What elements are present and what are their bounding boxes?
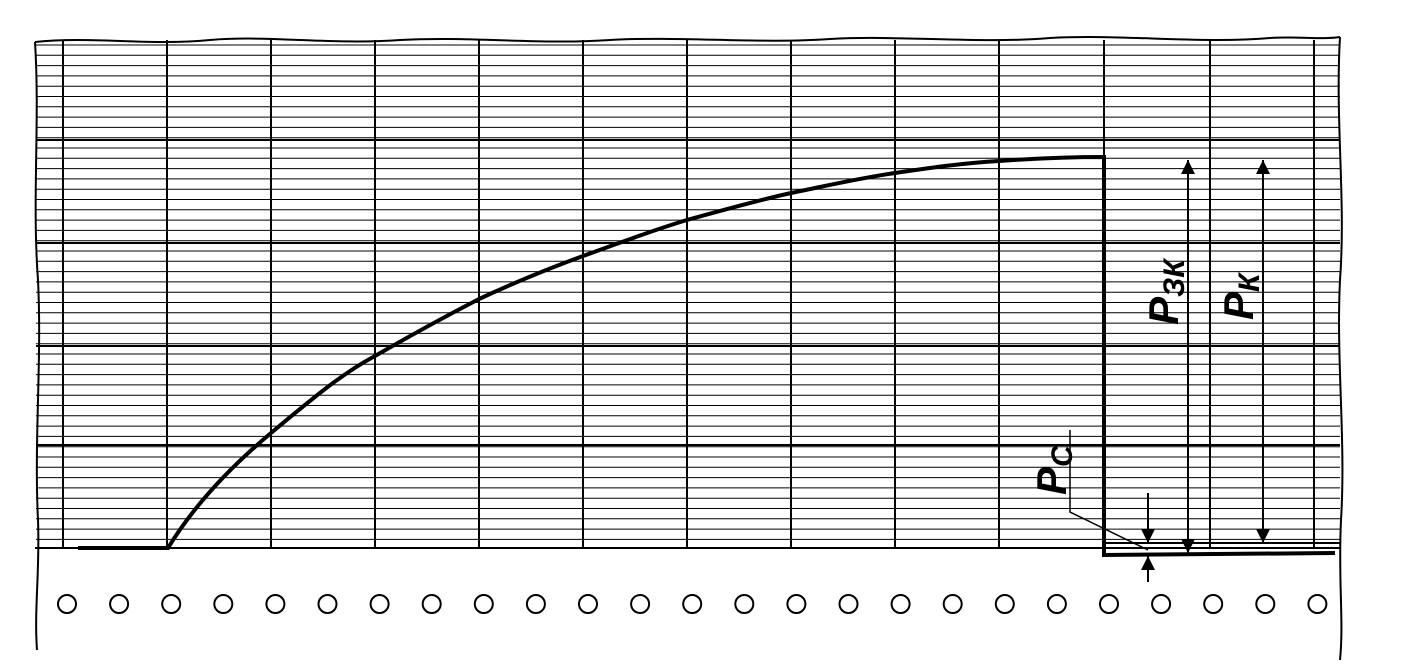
perforation-hole [369,594,390,614]
perforation-hole [473,594,494,614]
perforation-hole [682,594,703,614]
perforation-hole [421,594,442,614]
pressure-curve [78,154,1336,558]
perforation-hole [1307,594,1328,614]
perforation-hole [317,594,338,614]
perforation-hole [942,594,963,614]
label-symbol: P [1140,296,1187,325]
label-subscript: К [1233,271,1266,292]
perforation-hole [890,594,911,614]
perforation-hole [1099,594,1119,614]
perforation-hole [161,594,182,614]
perforation-hole [1203,594,1224,614]
label-subscript: C [1046,444,1079,467]
label-symbol: P [1028,466,1075,495]
perforation-hole [525,594,546,614]
chart-paper-grid [36,40,1340,548]
paper-left-edge [34,41,41,651]
perforation-hole [1255,594,1276,614]
perforation-hole [213,594,234,614]
leader-line [1069,430,1149,551]
paper-right-edge [1337,36,1344,661]
perforation-hole [1046,594,1067,614]
perforation-hole [734,594,755,614]
perforation-hole [57,594,77,614]
label-symbol: P [1215,291,1262,320]
perforation [57,594,1328,614]
label-subscript: ЗК [1158,257,1191,297]
perforation-hole [109,594,130,614]
label-p-c: PC [1028,444,1079,495]
perforation-hole [786,594,807,614]
label-p-zk: PЗК [1140,257,1191,325]
label-p-k: PК [1215,271,1266,320]
perforation-hole [630,594,651,614]
perforation-hole [838,594,859,614]
perforation-hole [265,594,286,614]
paper-top-edge [34,36,1341,43]
perforation-hole [994,594,1015,614]
perforation-hole [578,594,598,614]
perforation-hole [1151,594,1172,614]
